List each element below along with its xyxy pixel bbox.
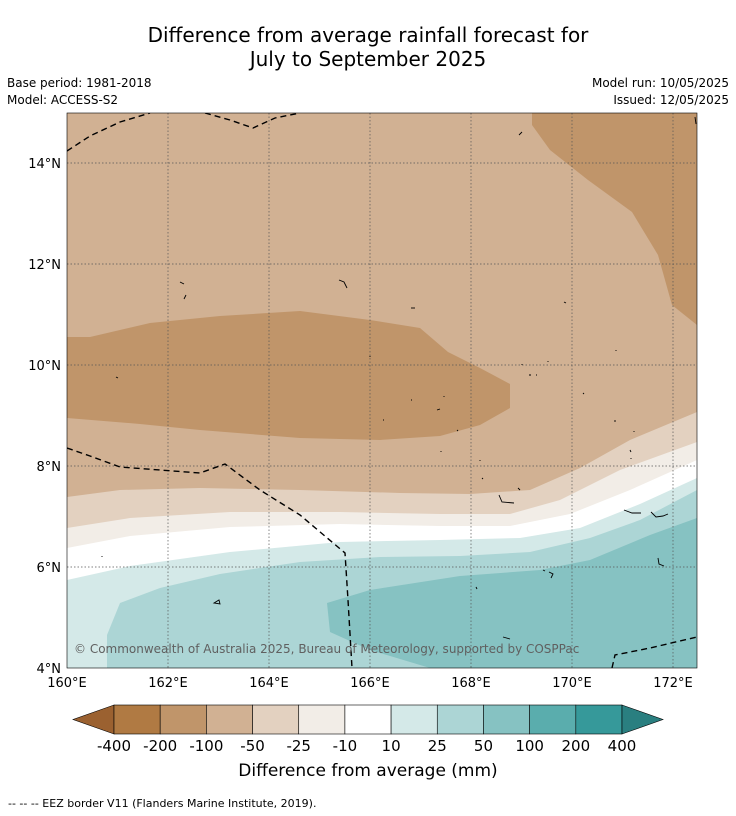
lon-label: 162°E	[148, 676, 188, 691]
lat-axis: 14°N 12°N 10°N 8°N 6°N 4°N	[28, 157, 61, 677]
map-frame	[66, 112, 698, 669]
eez-borders	[67, 113, 697, 668]
colorbar-tick-label: -100	[189, 737, 223, 755]
colorbar-swatch	[483, 704, 530, 735]
lat-label: 8°N	[37, 460, 62, 475]
colorbar-extend-high	[621, 704, 664, 735]
lon-label: 164°E	[249, 676, 289, 691]
colorbar-tick-label: 10	[382, 737, 401, 755]
colorbar-swatch	[575, 704, 623, 735]
colorbar-tick-label: 100	[515, 737, 544, 755]
lon-label: 168°E	[451, 676, 491, 691]
colorbar-swatch	[529, 704, 577, 735]
colorbar-swatch	[298, 704, 346, 735]
lat-label: 12°N	[28, 258, 61, 273]
colorbar-tick-label: 200	[561, 737, 590, 755]
map-title-line2: July to September 2025	[249, 47, 487, 71]
lon-label: 166°E	[350, 676, 390, 691]
lon-label: 170°E	[552, 676, 592, 691]
colorbar-swatch	[252, 704, 300, 735]
eez-footnote: -- -- -- EEZ border V11 (Flanders Marine…	[8, 797, 317, 810]
gridlines	[67, 113, 697, 668]
colorbar-tick-label: -50	[240, 737, 265, 755]
region-plus-100	[327, 518, 697, 668]
model-name: Model: ACCESS-S2	[7, 93, 119, 107]
islands	[101, 116, 697, 640]
colorbar-tick-label: 400	[608, 737, 637, 755]
colorbar-swatch	[206, 704, 253, 735]
colorbar-swatch	[344, 704, 392, 735]
lon-axis: 160°E 162°E 164°E 166°E 168°E 170°E 172°…	[47, 676, 693, 691]
region-minus-100-ne	[532, 113, 697, 325]
colorbar-tick-label: 50	[474, 737, 493, 755]
colorbar-tick-label: 25	[428, 737, 447, 755]
colorbar-swatch	[390, 704, 438, 735]
colorbar-tick-label: -25	[286, 737, 311, 755]
colorbar-swatch	[436, 704, 484, 735]
rainfall-map: © Commonwealth of Australia 2025, Bureau…	[67, 113, 697, 668]
colorbar-tick-label: -200	[143, 737, 177, 755]
colorbar-tick-label: -400	[97, 737, 131, 755]
copyright-notice: © Commonwealth of Australia 2025, Bureau…	[74, 642, 579, 656]
lat-label: 10°N	[28, 359, 61, 374]
colorbar: -400 -200 -100 -50 -25 -10 10 25 50 100 200 400	[72, 704, 664, 755]
lat-label: 6°N	[37, 561, 62, 576]
lat-label: 14°N	[28, 157, 61, 172]
region-minus-100-center	[67, 311, 510, 440]
lon-label: 160°E	[47, 676, 87, 691]
lat-label: 4°N	[37, 662, 62, 677]
model-run: Model run: 10/05/2025	[591, 76, 729, 90]
base-period: Base period: 1981-2018	[7, 76, 152, 90]
colorbar-tick-label: -10	[333, 737, 358, 755]
issued-date: Issued: 12/05/2025	[613, 93, 729, 107]
colorbar-extend-low	[72, 704, 115, 735]
lon-label: 172°E	[653, 676, 693, 691]
colorbar-swatch	[113, 704, 161, 735]
colorbar-swatch	[159, 704, 207, 735]
colorbar-title: Difference from average (mm)	[238, 761, 498, 781]
map-title-line1: Difference from average rainfall forecas…	[147, 23, 589, 47]
